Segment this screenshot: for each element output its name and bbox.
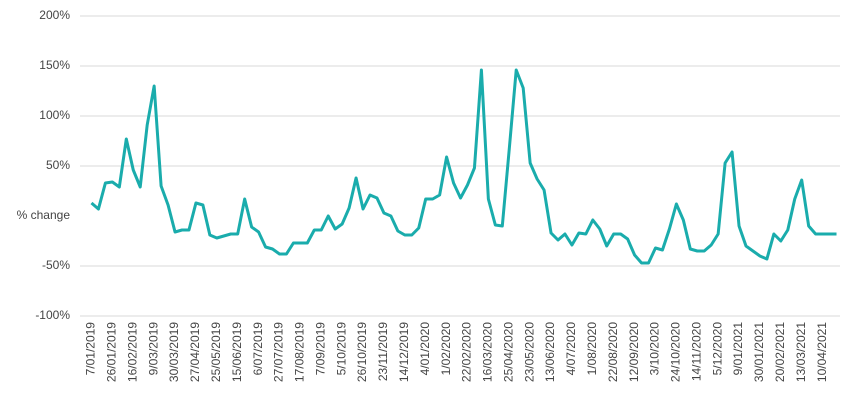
x-tick-label: 22/08/2020	[606, 322, 620, 382]
y-tick-label: 150%	[39, 58, 70, 72]
x-tick-label: 16/02/2019	[125, 322, 139, 382]
x-tick-label: 13/03/2021	[794, 322, 808, 382]
x-tick-label: 24/10/2020	[669, 322, 683, 382]
x-tick-label: 23/05/2020	[522, 322, 536, 382]
x-tick-label: 5/10/2019	[334, 322, 348, 376]
x-tick-label: 17/08/2019	[293, 322, 307, 382]
x-tick-label: 5/12/2020	[710, 322, 724, 376]
x-tick-label: 4/07/2020	[564, 322, 578, 376]
x-tick-label: 7/09/2019	[313, 322, 327, 376]
x-tick-label: 9/01/2021	[731, 322, 745, 376]
y-tick-label: 50%	[46, 158, 70, 172]
x-tick-label: 26/01/2019	[105, 322, 119, 382]
x-tick-label: 20/02/2021	[773, 322, 787, 382]
y-axis-title: % change	[17, 208, 71, 222]
y-tick-label: -100%	[35, 308, 70, 322]
x-tick-label: 27/07/2019	[272, 322, 286, 382]
x-tick-label: 6/07/2019	[251, 322, 265, 376]
y-tick-label: 100%	[39, 108, 70, 122]
x-tick-label: 3/10/2020	[648, 322, 662, 376]
x-tick-label: 14/12/2019	[397, 322, 411, 382]
x-tick-label: 10/04/2021	[815, 322, 829, 382]
x-tick-label: 25/05/2019	[209, 322, 223, 382]
x-tick-label: 16/03/2020	[481, 322, 495, 382]
x-tick-label: 14/11/2020	[689, 322, 703, 381]
x-tick-label: 1/08/2020	[585, 322, 599, 376]
x-tick-label: 22/02/2020	[460, 322, 474, 382]
series-line	[90, 68, 837, 265]
x-tick-label: 26/10/2019	[355, 322, 369, 382]
x-tick-label: 12/09/2020	[627, 322, 641, 382]
x-tick-label: 25/04/2020	[501, 322, 515, 382]
x-tick-label: 4/01/2020	[418, 322, 432, 376]
x-tick-label: 27/04/2019	[188, 322, 202, 382]
y-tick-label: -50%	[42, 258, 70, 272]
y-tick-label: 200%	[39, 8, 70, 22]
x-tick-label: 30/01/2021	[752, 322, 766, 382]
x-tick-label: 1/02/2020	[439, 322, 453, 376]
x-tick-label: 30/03/2019	[167, 322, 181, 382]
x-tick-label: 15/06/2019	[230, 322, 244, 382]
x-tick-label: 9/03/2019	[146, 322, 160, 376]
x-tick-label: 13/06/2020	[543, 322, 557, 382]
x-tick-label: 23/11/2019	[376, 322, 390, 381]
x-tick-label: 7/01/2019	[84, 322, 98, 376]
